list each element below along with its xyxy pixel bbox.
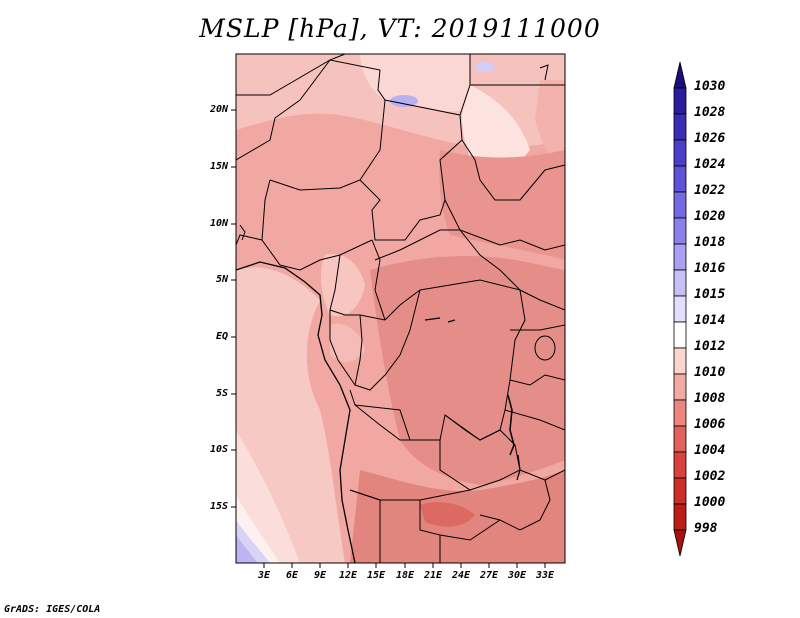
y-label-15n: 15N — [209, 161, 228, 172]
colorbar-band — [673, 113, 687, 141]
colorbar-label: 1022 — [694, 183, 726, 198]
grads-credit: GrADS: IGES/COLA — [4, 604, 101, 615]
colorbar-label: 1028 — [694, 105, 726, 120]
colorbar-label: 1002 — [694, 469, 726, 484]
colorbar-band — [673, 503, 687, 531]
y-label-5n: 5N — [215, 274, 228, 285]
colorbar-band — [673, 347, 687, 375]
country-borders — [236, 54, 565, 563]
colorbar-band — [673, 373, 687, 401]
y-label-eq: EQ — [215, 331, 228, 342]
colorbar-band — [673, 399, 687, 427]
colorbar-band — [673, 425, 687, 453]
x-label-27e: 27E — [479, 570, 499, 581]
colorbar-label: 1020 — [694, 209, 726, 224]
colorbar-top-arrow — [673, 61, 687, 89]
plot-frame — [235, 53, 566, 564]
colorbar-band — [673, 269, 687, 297]
x-label-18e: 18E — [395, 570, 415, 581]
colorbar-label: 1026 — [694, 131, 726, 146]
colorbar-band — [673, 321, 687, 349]
colorbar-band — [673, 191, 687, 219]
x-label-30e: 30E — [507, 570, 527, 581]
x-label-9e: 9E — [313, 570, 327, 581]
y-label-10s: 10S — [209, 444, 228, 455]
colorbar-label: 1018 — [694, 235, 726, 250]
colorbar-band — [673, 295, 687, 323]
x-label-15e: 15E — [366, 570, 386, 581]
colorbar-band — [673, 87, 687, 115]
colorbar-band — [673, 477, 687, 505]
pressure-field — [236, 54, 565, 563]
x-label-6e: 6E — [285, 570, 299, 581]
x-label-21e: 21E — [423, 570, 443, 581]
colorbar-label: 1014 — [694, 313, 726, 328]
x-label-12e: 12E — [338, 570, 358, 581]
colorbar-label: 1015 — [694, 287, 726, 302]
map-title: MSLP [hPa], VT: 2019111000 — [199, 14, 601, 43]
colorbar-label: 998 — [694, 521, 718, 536]
colorbar-band — [673, 451, 687, 479]
y-label-5s: 5S — [215, 388, 228, 399]
colorbar-label: 1030 — [694, 79, 726, 94]
x-label-33e: 33E — [535, 570, 555, 581]
x-axis-ticks — [263, 563, 546, 568]
colorbar-bottom-arrow — [673, 529, 687, 557]
y-axis-ticks — [231, 109, 236, 508]
colorbar-label: 1012 — [694, 339, 726, 354]
colorbar-band — [673, 243, 687, 271]
x-label-3e: 3E — [257, 570, 271, 581]
colorbar-label: 1010 — [694, 365, 726, 380]
colorbar-label: 1008 — [694, 391, 726, 406]
colorbar-label: 1016 — [694, 261, 726, 276]
colorbar-label: 1024 — [694, 157, 726, 172]
y-label-20n: 20N — [209, 104, 228, 115]
colorbar-band — [673, 165, 687, 193]
x-label-24e: 24E — [451, 570, 471, 581]
y-label-10n: 10N — [209, 218, 228, 229]
colorbar-label: 1004 — [694, 443, 726, 458]
colorbar-band — [673, 139, 687, 167]
colorbar-label: 1006 — [694, 417, 726, 432]
colorbar-label: 1000 — [694, 495, 726, 510]
y-label-15s: 15S — [209, 501, 228, 512]
colorbar-band — [673, 217, 687, 245]
colorbar — [673, 61, 687, 557]
